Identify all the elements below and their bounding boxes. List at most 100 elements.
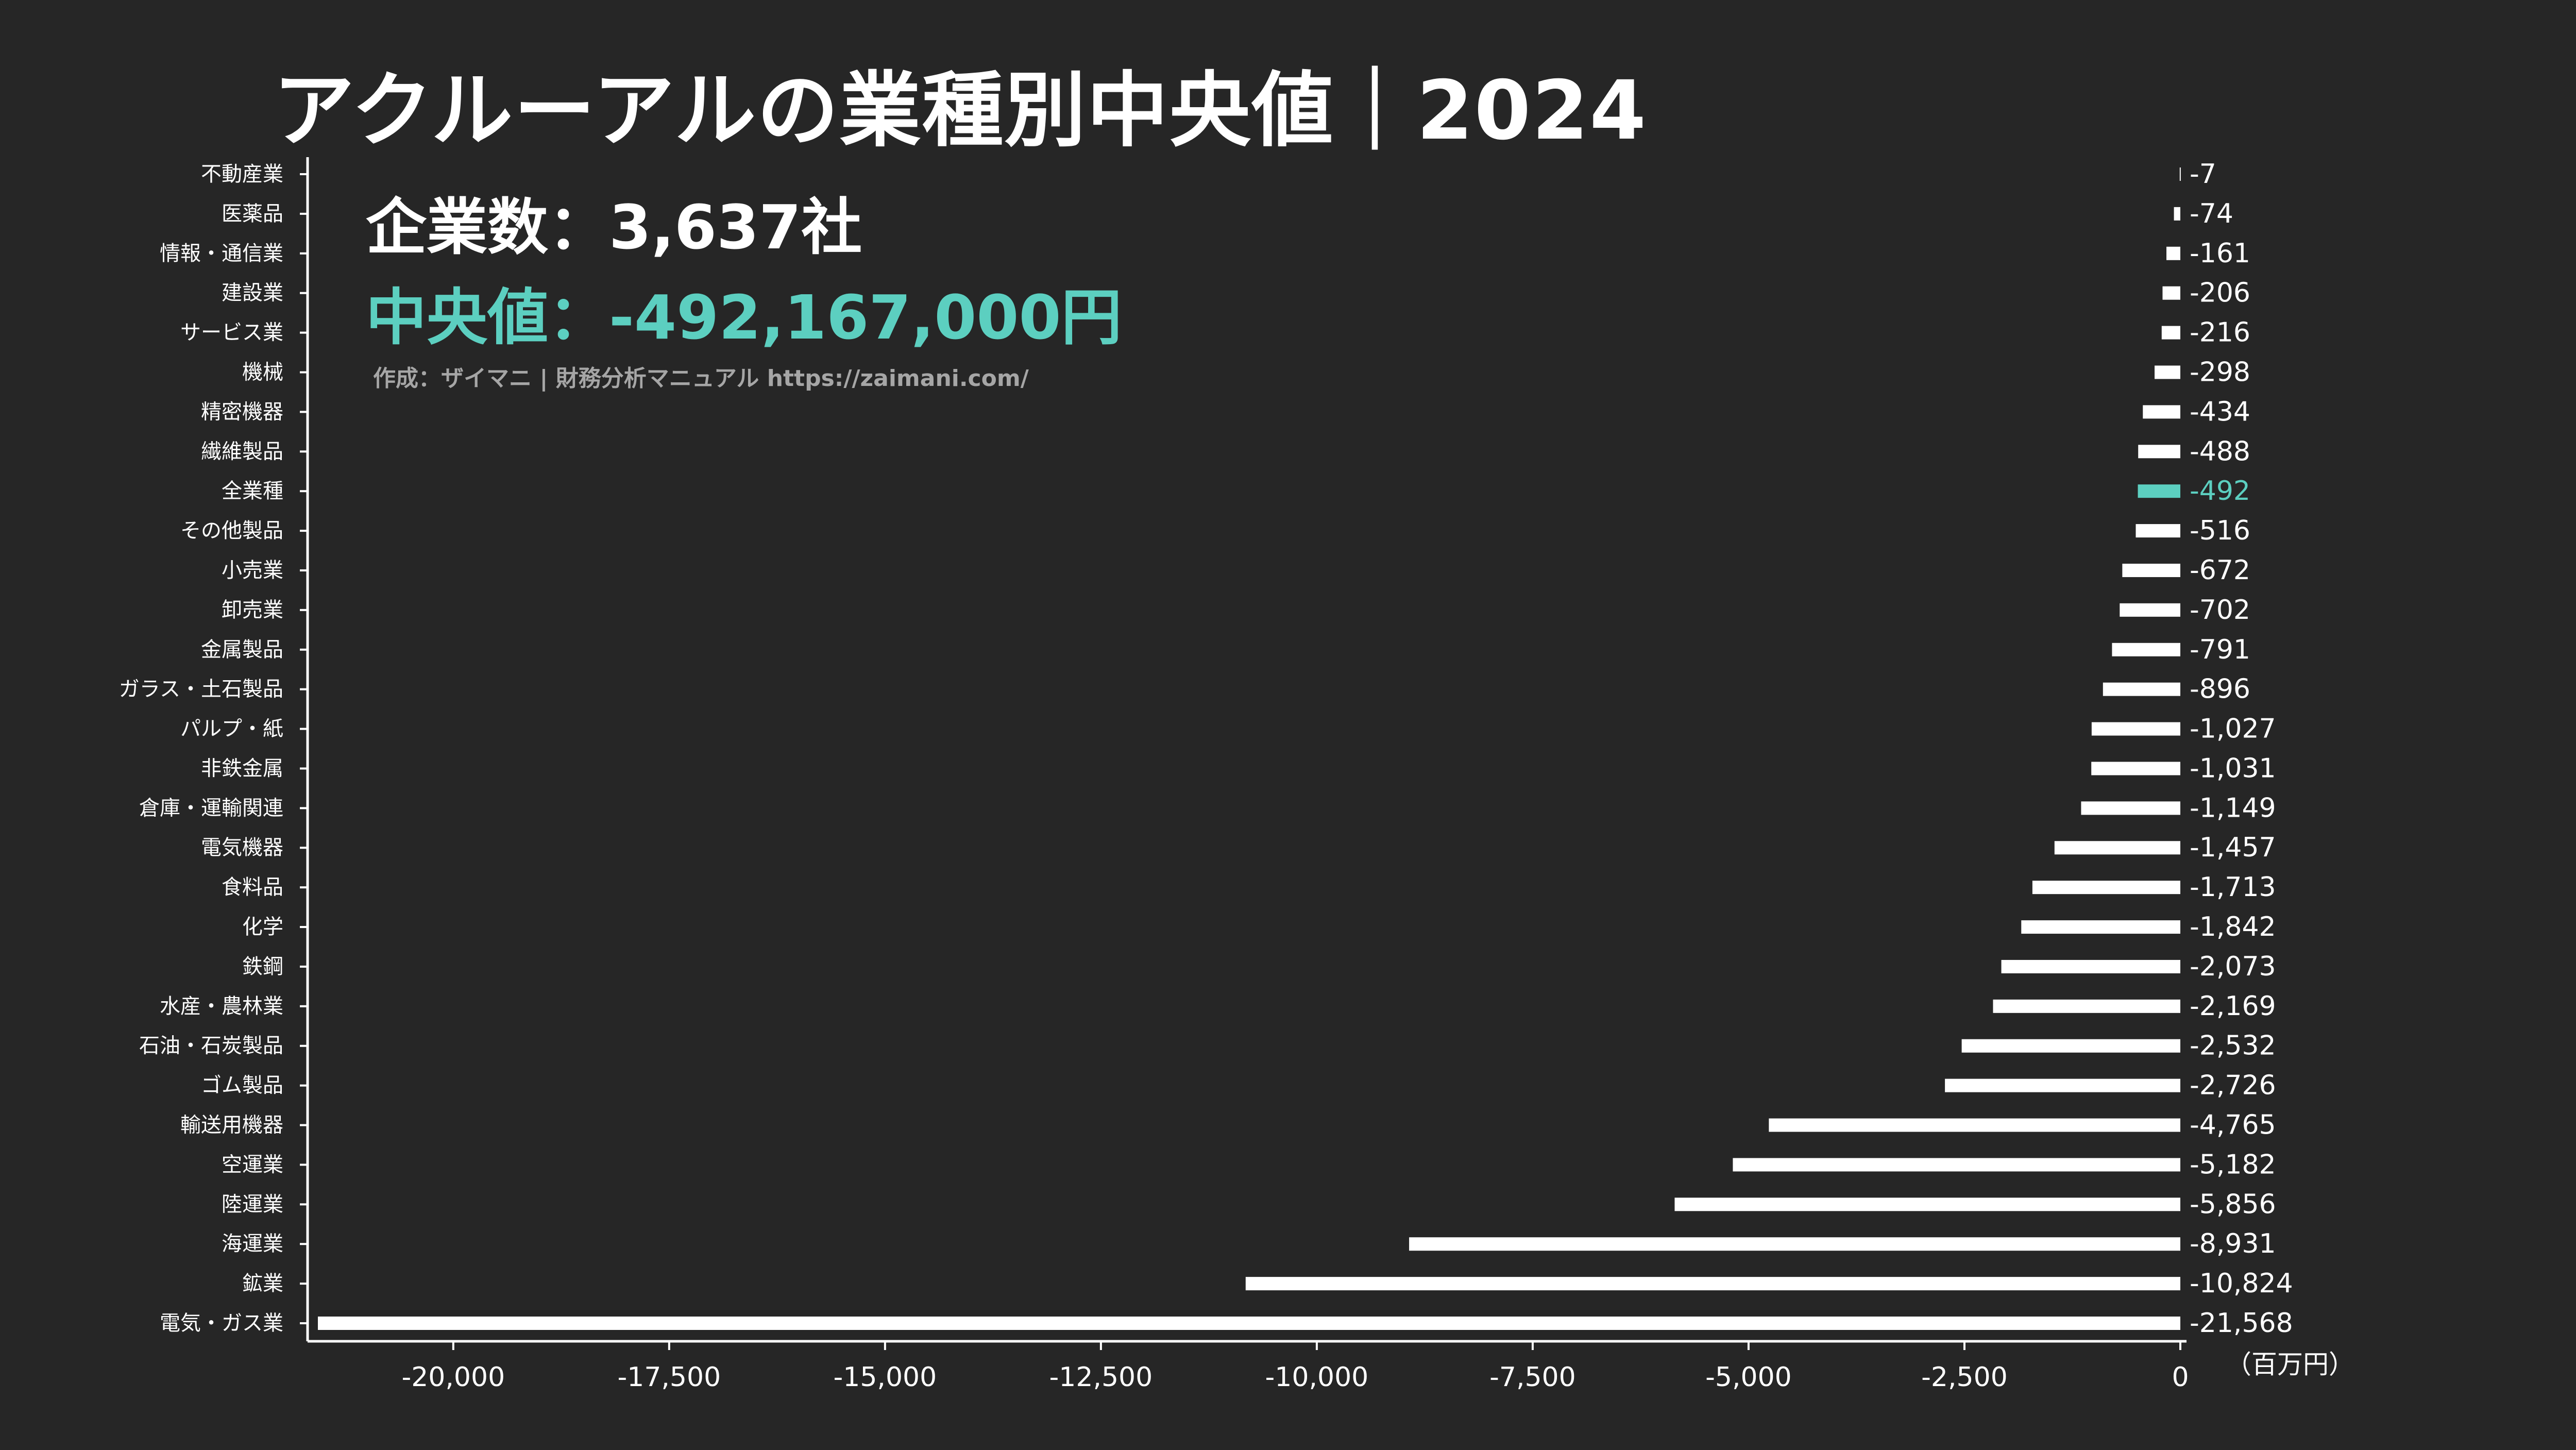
category-label: 食料品 [222, 875, 283, 899]
bar [1993, 999, 2180, 1013]
value-label: -2,726 [2190, 1070, 2276, 1101]
value-label: -4,765 [2190, 1110, 2276, 1141]
x-tick-label: -17,500 [617, 1362, 721, 1393]
category-label: 化学 [242, 915, 283, 939]
category-label: サービス業 [180, 321, 283, 345]
category-label: 空運業 [222, 1153, 283, 1176]
value-label: -896 [2190, 674, 2250, 705]
company-count: 企業数：3,637社 [366, 192, 862, 263]
bar [2054, 841, 2180, 855]
category-label: 陸運業 [222, 1192, 283, 1216]
bar [1674, 1198, 2180, 1211]
x-tick-label: 0 [2172, 1362, 2189, 1393]
unit-label: （百万円） [2226, 1350, 2354, 1379]
bar [1245, 1277, 2180, 1291]
x-ticks-group: -20,000 -17,500 -15,000 -12,500 -10,000 -7,50… [401, 1341, 2189, 1393]
bar [2032, 881, 2180, 895]
bar [2103, 682, 2180, 696]
value-label: -702 [2190, 595, 2250, 626]
value-label: -1,457 [2190, 832, 2276, 863]
category-label: 非鉄金属 [201, 756, 283, 780]
bar [2120, 603, 2180, 617]
value-label: -161 [2190, 238, 2250, 269]
value-label: -5,182 [2190, 1149, 2276, 1180]
value-label: -8,931 [2190, 1228, 2276, 1259]
value-label: -516 [2190, 515, 2250, 546]
bar [2166, 246, 2180, 260]
credit-text: 作成：ザイマニ | 財務分析マニュアル https://zaimani.com/ [373, 365, 1029, 392]
category-label: 水産・農林業 [160, 994, 283, 1018]
bar [2138, 445, 2180, 459]
value-label: -2,073 [2190, 951, 2276, 982]
x-tick-label: -20,000 [401, 1362, 505, 1393]
category-label: 情報・通信業 [160, 242, 283, 265]
bars-group: 不動産業 -7 医薬品 -74 情報・通信業 -161 建設業 -206 サービス業 -216 機械… [119, 159, 2293, 1339]
value-label: -298 [2190, 357, 2250, 387]
value-label: -434 [2190, 396, 2250, 427]
value-label: -5,856 [2190, 1189, 2276, 1220]
x-tick-label: -10,000 [1265, 1362, 1369, 1393]
value-label: -672 [2190, 555, 2250, 586]
bar [2136, 524, 2180, 538]
category-label: 鉄鋼 [242, 955, 283, 979]
value-label: -216 [2190, 317, 2250, 348]
bar [1769, 1118, 2180, 1132]
value-label: -2,169 [2190, 991, 2276, 1022]
category-label: その他製品 [180, 519, 283, 543]
bar [2122, 563, 2180, 577]
category-label: 機械 [242, 360, 283, 384]
x-tick-label: -12,500 [1049, 1362, 1153, 1393]
category-label: 小売業 [222, 559, 283, 582]
bar [2112, 643, 2180, 656]
category-label: 全業種 [222, 479, 283, 503]
value-label: -1,149 [2190, 793, 2276, 823]
value-label: -1,713 [2190, 872, 2276, 903]
bar [1409, 1237, 2180, 1251]
value-label: -488 [2190, 436, 2250, 467]
value-label: -2,532 [2190, 1031, 2276, 1061]
category-label: 医薬品 [222, 202, 283, 226]
bar [1961, 1039, 2180, 1053]
category-label: 電気機器 [201, 836, 283, 859]
value-label: -492 [2190, 476, 2250, 507]
category-label: 建設業 [222, 281, 283, 305]
category-label: パルプ・紙 [180, 717, 283, 741]
category-label: 鉱業 [242, 1272, 283, 1295]
x-tick-label: -7,500 [1489, 1362, 1576, 1393]
bar [1733, 1158, 2180, 1172]
value-label: -1,027 [2190, 714, 2276, 745]
category-label: 金属製品 [201, 638, 283, 662]
category-label: 繊維製品 [201, 440, 283, 463]
category-label: 海運業 [222, 1232, 283, 1256]
bar [2091, 722, 2180, 736]
bar [1945, 1078, 2180, 1092]
value-label: -791 [2190, 634, 2250, 665]
x-tick-label: -15,000 [833, 1362, 937, 1393]
bar [2001, 959, 2180, 973]
value-label: -7 [2190, 159, 2216, 190]
bar [2161, 326, 2180, 340]
bar [2155, 365, 2180, 379]
category-label: 輸送用機器 [180, 1114, 283, 1137]
x-tick-label: -5,000 [1705, 1362, 1792, 1393]
bar [2143, 405, 2180, 419]
category-label: 電気・ガス業 [160, 1311, 283, 1335]
value-label: -21,568 [2190, 1308, 2293, 1339]
value-label: -206 [2190, 278, 2250, 309]
category-label: 石油・石炭製品 [139, 1034, 283, 1058]
bar [2091, 762, 2180, 775]
value-label: -74 [2190, 198, 2233, 229]
category-label: ガラス・土石製品 [119, 678, 283, 701]
category-label: 精密機器 [201, 400, 283, 424]
bar [2162, 286, 2180, 300]
bar [2138, 484, 2180, 498]
bar [2021, 920, 2180, 934]
value-label: -1,842 [2190, 912, 2276, 942]
bar [318, 1317, 2180, 1330]
x-tick-label: -2,500 [1921, 1362, 2008, 1393]
category-label: ゴム製品 [201, 1074, 283, 1098]
bar [2081, 801, 2180, 815]
value-label: -10,824 [2190, 1268, 2293, 1299]
bar [2174, 207, 2180, 221]
